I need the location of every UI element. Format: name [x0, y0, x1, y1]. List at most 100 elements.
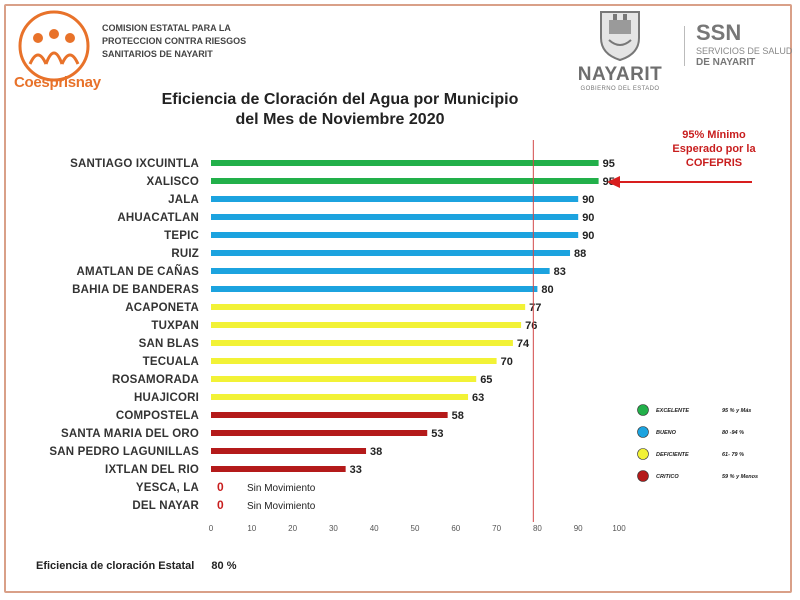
category-label: AHUACATLAN [117, 212, 199, 224]
legend-marker [637, 404, 649, 416]
state-efficiency-label: Eficiencia de cloración Estatal [36, 560, 195, 572]
value-label: 88 [574, 248, 586, 260]
category-label: SAN BLAS [139, 338, 200, 350]
bar [211, 466, 346, 472]
header-divider [684, 26, 685, 66]
value-label: 80 [541, 284, 553, 296]
bar [211, 412, 448, 418]
category-label: SANTIAGO IXCUINTLA [70, 158, 199, 170]
x-tick-label: 90 [574, 524, 583, 533]
category-label: AMATLAN DE CAÑAS [77, 265, 200, 278]
category-label: SANTA MARIA DEL ORO [61, 428, 199, 440]
x-tick-label: 70 [492, 524, 501, 533]
nayarit-government-logo: NAYARIT GOBIERNO DEL ESTADO [562, 6, 678, 94]
legend-range: 80 -94 % [722, 430, 744, 436]
org-line: COMISION ESTATAL PARA LA [102, 23, 231, 33]
legend-range: 95 % y Más [722, 408, 751, 414]
chart-title: Eficiencia de Cloración del Agua por Mun… [120, 90, 560, 130]
legend-marker [637, 426, 649, 438]
category-label: DEL NAYAR [132, 500, 199, 512]
value-label: 90 [582, 212, 594, 224]
value-label: 33 [350, 464, 362, 476]
chart-title-line: Eficiencia de Cloración del Agua por Mun… [161, 91, 519, 108]
chart-title-line: del Mes de Noviembre 2020 [235, 111, 445, 128]
x-tick-label: 80 [533, 524, 542, 533]
bar [211, 196, 579, 202]
bar [211, 286, 538, 292]
category-label: COMPOSTELA [116, 410, 199, 422]
legend-label: EXCELENTE [656, 408, 689, 414]
category-label: BAHIA DE BANDERAS [72, 284, 199, 296]
bar [211, 448, 367, 454]
state-efficiency: Eficiencia de cloración Estatal 80 % [36, 560, 236, 572]
organization-name: COMISION ESTATAL PARA LA PROTECCION CONT… [102, 22, 262, 61]
ssn-logo-text: SSN [696, 20, 742, 45]
page-frame [4, 4, 792, 593]
value-label: 0 [217, 498, 224, 512]
reference-note-line: Esperado por la [672, 143, 756, 155]
value-label: 90 [582, 194, 594, 206]
reference-note-line: COFEPRIS [685, 157, 743, 169]
bar [211, 268, 550, 274]
value-label: 38 [370, 446, 382, 458]
category-label: ACAPONETA [125, 302, 199, 314]
state-name: NAYARIT [577, 64, 663, 85]
category-label: JALA [168, 194, 199, 206]
x-tick-label: 50 [411, 524, 420, 533]
state-efficiency-value: 80 % [211, 560, 237, 572]
legend-marker [637, 470, 649, 482]
category-label: HUAJICORI [134, 392, 199, 404]
org-line: PROTECCION CONTRA RIESGOS [102, 36, 247, 46]
value-label: 76 [525, 320, 537, 332]
legend-marker [637, 448, 649, 460]
value-label: 74 [517, 338, 530, 350]
state-subtitle: GOBIERNO DEL ESTADO [580, 86, 660, 92]
category-label: TEPIC [164, 230, 199, 242]
x-tick-label: 10 [247, 524, 256, 533]
bar [211, 250, 571, 256]
category-label: ROSAMORADA [112, 374, 199, 386]
x-tick-label: 20 [288, 524, 297, 533]
legend-label: DEFICIENTE [656, 452, 689, 458]
category-label: TUXPAN [151, 320, 199, 332]
legend-range: 59 % y Menos [722, 474, 758, 480]
bar [211, 340, 513, 346]
reference-note-line: 95% Mínimo [682, 129, 746, 141]
no-activity-note: Sin Movimiento [247, 501, 316, 512]
bar [211, 178, 599, 184]
coesprisnay-logo-icon [18, 10, 90, 82]
value-label: 53 [431, 428, 443, 440]
value-label: 70 [501, 356, 513, 368]
bar [211, 322, 522, 328]
bar [211, 394, 469, 400]
arrow-head-icon [607, 176, 620, 188]
x-tick-label: 100 [612, 524, 626, 533]
category-label: TECUALA [143, 356, 199, 368]
bar [211, 232, 579, 238]
state-seal-icon [600, 11, 640, 62]
category-label: IXTLAN DEL RIO [105, 464, 199, 476]
reference-note: 95% Mínimo Esperado por la COFEPRIS [664, 128, 764, 170]
value-label: 77 [529, 302, 541, 314]
value-label: 65 [480, 374, 492, 386]
bar [211, 430, 428, 436]
bar [211, 304, 526, 310]
legend-label: BUENO [656, 430, 677, 436]
category-label: SAN PEDRO LAGUNILLAS [49, 446, 199, 458]
org-line: SANITARIOS DE NAYARIT [102, 49, 213, 59]
value-label: 63 [472, 392, 484, 404]
logo-text: Coesprisnay [14, 74, 101, 91]
value-label: 95 [603, 158, 615, 170]
legend-label: CRITICO [656, 474, 679, 480]
value-label: 0 [217, 480, 224, 494]
category-label: XALISCO [146, 176, 199, 188]
x-tick-label: 30 [329, 524, 338, 533]
category-label: RUIZ [171, 248, 199, 260]
no-activity-note: Sin Movimiento [247, 483, 316, 494]
legend-range: 61- 79 % [722, 452, 744, 458]
x-tick-label: 60 [451, 524, 460, 533]
value-label: 90 [582, 230, 594, 242]
bar [211, 376, 477, 382]
category-label: YESCA, LA [136, 482, 199, 494]
value-label: 58 [452, 410, 464, 422]
